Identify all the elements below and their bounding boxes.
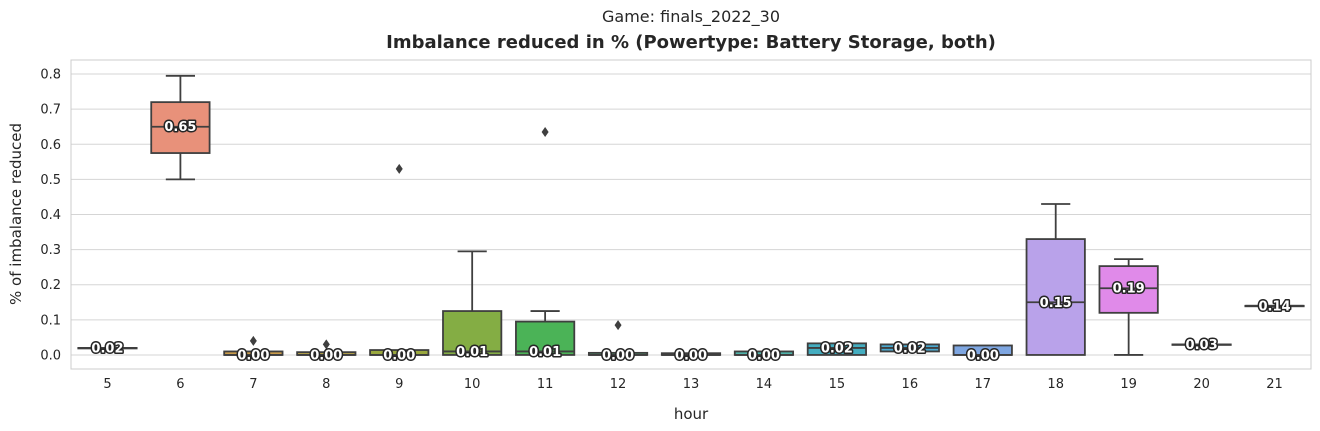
plot-frame: [70, 59, 1312, 370]
y-tick-label: 0.7: [40, 103, 61, 118]
outlier-point: [541, 126, 549, 137]
x-tick-label: 21: [1266, 377, 1283, 392]
outlier-point: [249, 335, 257, 346]
median-label: 0.02: [821, 341, 853, 356]
y-tick-label: 0.6: [40, 138, 61, 153]
box-hour-17: 0.00: [952, 344, 1013, 365]
y-tick-label: 0.4: [40, 208, 61, 223]
x-tick-label: 9: [395, 377, 403, 392]
x-tick-label: 11: [537, 377, 554, 392]
x-tick-label: 5: [103, 377, 111, 392]
y-tick-labels: 0.0 0.1 0.2 0.3 0.4 0.5 0.6 0.7 0.8: [40, 68, 61, 364]
box-iqr: [806, 342, 867, 356]
median-label: 0.00: [675, 348, 707, 363]
outlier-point: [614, 320, 622, 331]
x-tick-label: 14: [756, 377, 773, 392]
box-iqr: [1025, 238, 1086, 356]
x-tick-label: 17: [974, 377, 991, 392]
median-label: 0.00: [748, 348, 780, 363]
x-tick-label: 18: [1047, 377, 1064, 392]
y-tick-label: 0.2: [40, 278, 61, 293]
y-tick-label: 0.8: [40, 68, 61, 83]
x-tick-label: 20: [1193, 377, 1210, 392]
box-hour-13: 0.00: [660, 347, 722, 365]
box-hour-18: 0.15: [1025, 203, 1086, 356]
median-label: 0.65: [164, 120, 196, 135]
x-axis-label: hour: [674, 405, 709, 423]
figure-suptitle: Game: finals_2022_30: [602, 7, 780, 26]
y-tick-label: 0.3: [40, 243, 61, 258]
x-tick-label: 10: [464, 377, 481, 392]
y-tick-label: 0.1: [40, 313, 61, 328]
median-label: 0.14: [1258, 299, 1290, 314]
boxes-group: 0.02 0.65 0.00 0.00 0.00 0.01 0.01 0.00 0.00 0.00…: [77, 74, 1305, 365]
x-tick-label: 15: [829, 377, 846, 392]
x-tick-label: 7: [249, 377, 257, 392]
box-hour-12: 0.00: [587, 320, 649, 365]
median-label: 0.19: [1113, 282, 1145, 297]
box-hour-5: 0.02: [77, 340, 138, 358]
median-label: 0.03: [1186, 338, 1218, 353]
median-label: 0.00: [310, 348, 342, 363]
y-tick-label: 0.5: [40, 173, 61, 188]
median-label: 0.00: [383, 348, 415, 363]
x-tick-label: 6: [176, 377, 184, 392]
box-hour-8: 0.00: [296, 339, 357, 365]
median-label: 0.02: [894, 341, 926, 356]
box-iqr: [442, 310, 503, 356]
box-iqr: [1098, 265, 1159, 314]
box-hour-21: 0.14: [1244, 298, 1305, 316]
x-tick-label: 12: [610, 377, 627, 392]
outlier-point: [322, 339, 330, 350]
box-hour-15: 0.02: [806, 340, 867, 358]
median-label: 0.01: [529, 345, 561, 360]
box-hour-10: 0.01: [442, 250, 503, 361]
chart-title: Imbalance reduced in % (Powertype: Batte…: [386, 32, 996, 53]
box-hour-11: 0.01: [515, 126, 576, 361]
y-tick-label: 0.0: [40, 348, 61, 363]
median-label: 0.15: [1040, 296, 1072, 311]
box-hour-9: 0.00: [369, 163, 430, 365]
median-label: 0.00: [237, 348, 269, 363]
box-hour-6: 0.65: [150, 74, 211, 181]
outlier-point: [395, 163, 403, 174]
median-label: 0.02: [91, 341, 123, 356]
x-tick-labels: 5 6 7 8 9 10 11 12 13 14 15 16 17 18 19 20 21: [103, 377, 1282, 392]
box-iqr: [515, 320, 576, 356]
x-tick-label: 16: [902, 377, 919, 392]
median-label: 0.00: [967, 348, 999, 363]
box-hour-20: 0.03: [1171, 336, 1232, 354]
box-hour-14: 0.00: [733, 347, 795, 365]
box-hour-16: 0.02: [879, 340, 940, 358]
x-tick-label: 13: [683, 377, 700, 392]
median-label: 0.00: [602, 348, 634, 363]
x-tick-label: 19: [1120, 377, 1137, 392]
y-axis-label: % of imbalance reduced: [7, 123, 25, 305]
box-hour-19: 0.19: [1098, 258, 1159, 356]
x-tick-label: 8: [322, 377, 330, 392]
median-label: 0.01: [456, 345, 488, 360]
box-hour-7: 0.00: [223, 335, 284, 365]
